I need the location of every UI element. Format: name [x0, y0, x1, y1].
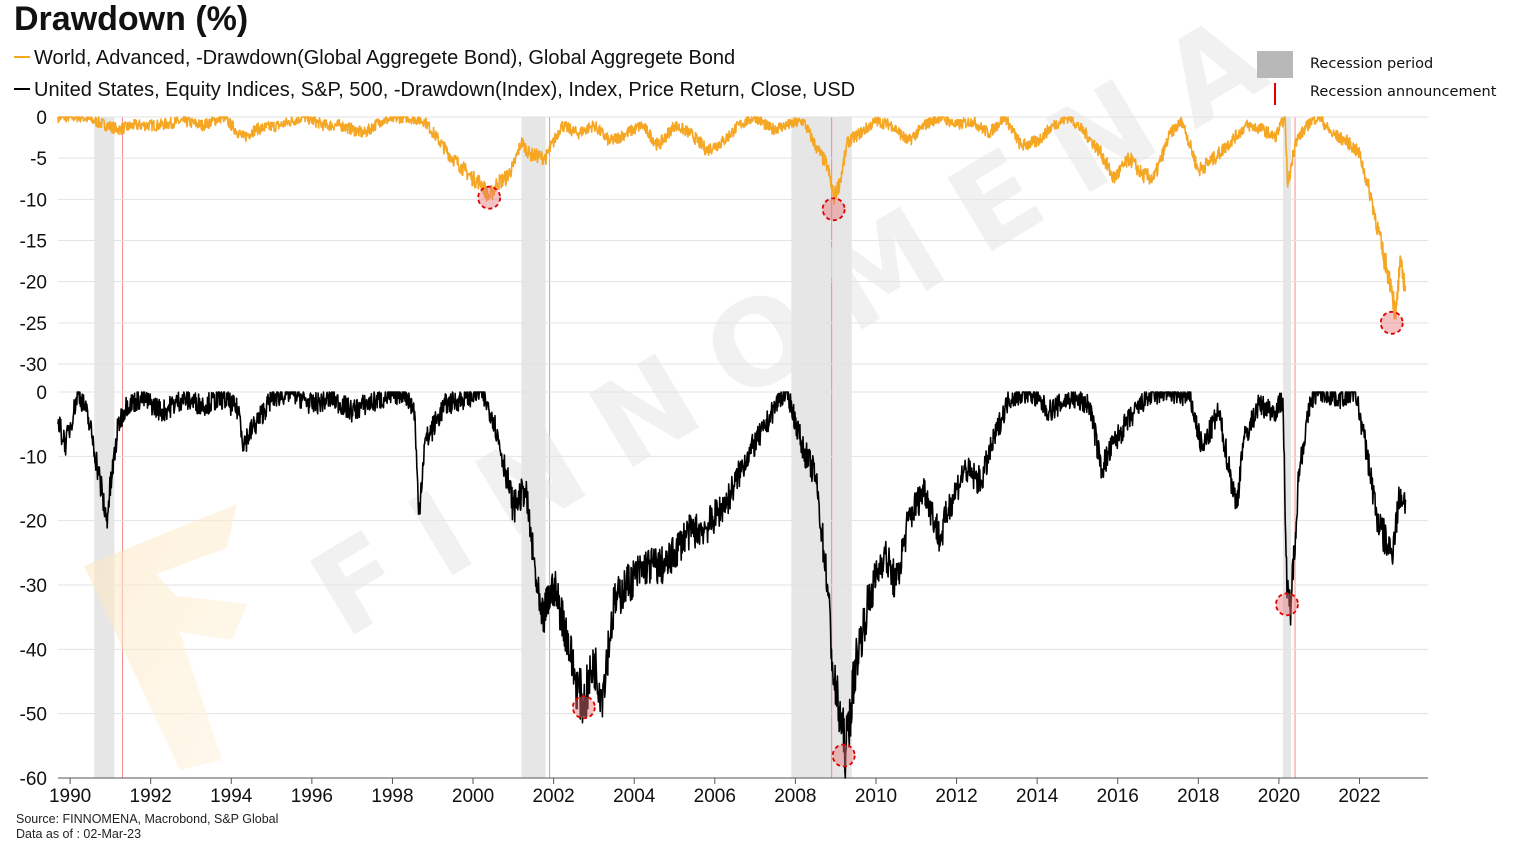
bond-trough-marker [1379, 310, 1404, 335]
x-tick-label: 2016 [1097, 786, 1139, 807]
y-tick-label: -5 [30, 149, 47, 170]
y-tick-label: 0 [36, 108, 47, 129]
bond-trough-marker [477, 185, 502, 210]
x-tick-label: 2022 [1338, 786, 1380, 807]
x-tick-label: 1994 [210, 786, 253, 807]
legend-equity: United States, Equity Indices, S&P, 500,… [14, 79, 855, 102]
chart-title: Drawdown (%) [14, 0, 249, 38]
recession-band [94, 117, 115, 778]
x-tick-label: 2008 [774, 786, 816, 807]
x-tick-label: 2010 [855, 786, 897, 807]
y-tick-label: -10 [20, 190, 47, 211]
source-line: Source: FINNOMENA, Macrobond, S&P Global [16, 812, 279, 826]
equity-trough-marker [831, 743, 856, 768]
gridlines [58, 116, 1428, 779]
series-lines [57, 116, 1407, 779]
recession-band [521, 117, 546, 778]
y-tick-label: -30 [20, 576, 47, 597]
y-tick-label: -25 [20, 314, 47, 335]
bond-drawdown-line [57, 116, 1407, 320]
x-tick-label: 2006 [694, 786, 736, 807]
x-tick-label: 1996 [291, 786, 333, 807]
y-tick-label: -60 [20, 769, 47, 790]
recession-announcement-swatch [1274, 83, 1276, 105]
legend-bond: World, Advanced, -Drawdown(Global Aggreg… [14, 47, 735, 70]
source-note: Source: FINNOMENA, Macrobond, S&P Global… [16, 812, 278, 842]
y-tick-label: -15 [20, 232, 47, 253]
y-tick-label: 0 [36, 383, 47, 404]
x-tick-label: 1998 [371, 786, 413, 807]
y-tick-label: -20 [20, 512, 47, 533]
x-tick-label: 2012 [935, 786, 977, 807]
y-tick-label: -20 [20, 273, 47, 294]
x-tick-label: 1992 [130, 786, 172, 807]
y-tick-label: -30 [20, 355, 47, 376]
x-tick-label: 2004 [613, 786, 656, 807]
y-tick-label: -50 [20, 705, 47, 726]
legend-equity-swatch [14, 87, 30, 90]
watermark-logo [84, 504, 247, 770]
equity-trough-marker [1275, 592, 1299, 617]
x-tick-label: 2020 [1258, 786, 1300, 807]
axis-ticks: 0-5-10-15-20-25-300-10-20-30-40-50-60199… [20, 108, 1428, 807]
equity-trough-marker [571, 695, 596, 720]
x-tick-label: 2014 [1016, 786, 1059, 807]
y-tick-label: -40 [20, 640, 47, 661]
x-tick-label: 1990 [49, 786, 91, 807]
recession-band [1282, 117, 1291, 778]
x-tick-label: 2018 [1177, 786, 1219, 807]
data-date-line: Data as of : 02-Mar-23 [16, 827, 142, 841]
watermark: FINNOMENA [84, 0, 1316, 770]
recession-period-label: Recession period [1310, 56, 1434, 72]
legend-equity-label: United States, Equity Indices, S&P, 500,… [34, 79, 856, 101]
equity-drawdown-line [57, 391, 1407, 779]
x-tick-label: 2002 [532, 786, 574, 807]
x-tick-label: 2000 [452, 786, 494, 807]
recession-period-swatch [1257, 51, 1293, 78]
recession-announcement-label: Recession announcement [1310, 84, 1497, 100]
y-tick-label: -10 [20, 447, 47, 468]
legend-bond-swatch [14, 55, 30, 58]
legend-bond-label: World, Advanced, -Drawdown(Global Aggreg… [34, 47, 736, 69]
trough-markers [477, 185, 1404, 768]
bond-trough-marker [821, 197, 846, 222]
